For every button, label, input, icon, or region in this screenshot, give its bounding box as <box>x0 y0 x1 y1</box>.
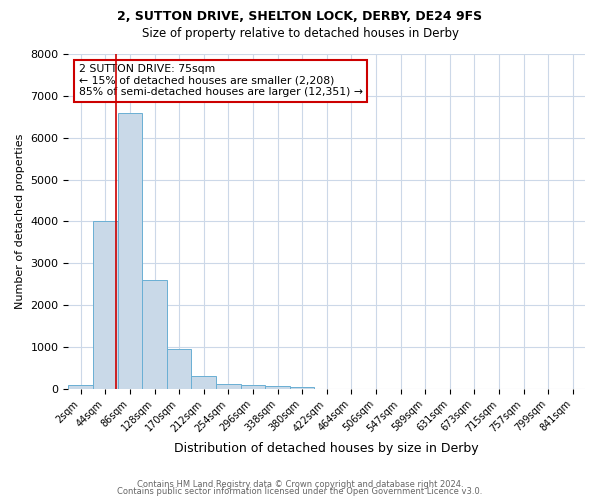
Y-axis label: Number of detached properties: Number of detached properties <box>15 134 25 309</box>
Bar <box>93 222 118 389</box>
Bar <box>191 376 216 389</box>
Bar <box>241 385 265 389</box>
Bar <box>167 348 191 389</box>
X-axis label: Distribution of detached houses by size in Derby: Distribution of detached houses by size … <box>175 442 479 455</box>
Bar <box>68 385 93 389</box>
Bar <box>290 387 314 389</box>
Bar <box>142 280 167 389</box>
Text: 2 SUTTON DRIVE: 75sqm
← 15% of detached houses are smaller (2,208)
85% of semi-d: 2 SUTTON DRIVE: 75sqm ← 15% of detached … <box>79 64 363 97</box>
Bar <box>216 384 241 389</box>
Text: 2, SUTTON DRIVE, SHELTON LOCK, DERBY, DE24 9FS: 2, SUTTON DRIVE, SHELTON LOCK, DERBY, DE… <box>118 10 482 23</box>
Text: Contains HM Land Registry data © Crown copyright and database right 2024.: Contains HM Land Registry data © Crown c… <box>137 480 463 489</box>
Text: Size of property relative to detached houses in Derby: Size of property relative to detached ho… <box>142 28 458 40</box>
Text: Contains public sector information licensed under the Open Government Licence v3: Contains public sector information licen… <box>118 488 482 496</box>
Bar <box>265 386 290 389</box>
Bar <box>118 112 142 389</box>
